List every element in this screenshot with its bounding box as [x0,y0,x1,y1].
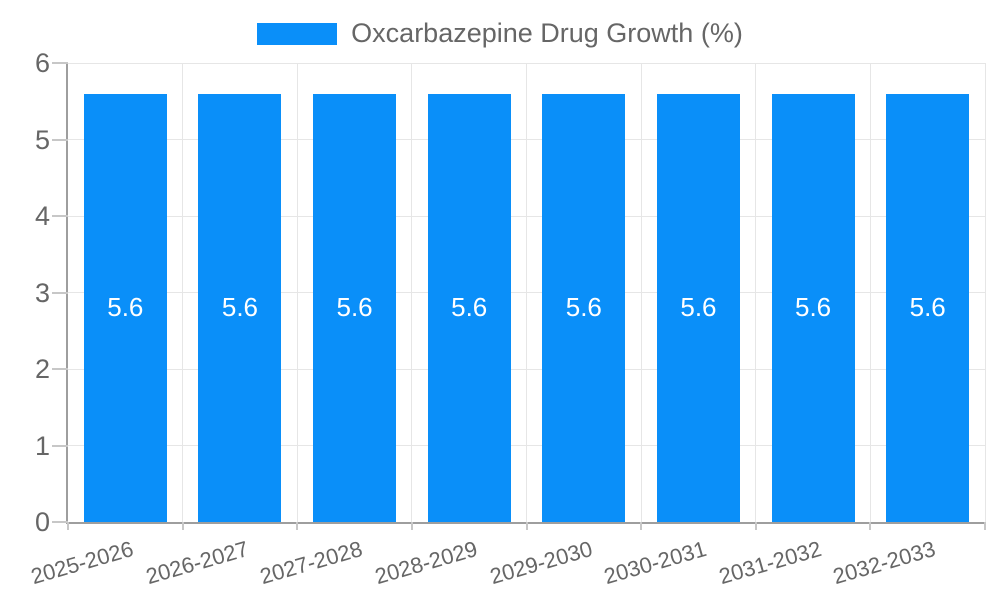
bar-value-label: 5.6 [336,292,373,323]
x-axis-tick [869,522,872,530]
bar[interactable]: 5.6 [83,93,167,522]
y-axis-tick [52,138,68,141]
x-axis-tick [640,522,643,530]
gridline-vertical [411,63,413,522]
y-axis-tick [52,521,68,523]
bar[interactable]: 5.6 [656,93,740,522]
bar[interactable]: 5.6 [886,93,970,522]
gridline-vertical [526,63,527,522]
x-axis-tick-label: 2028-2029 [372,536,481,590]
bar-value-label: 5.6 [451,292,488,323]
x-axis-tick-label: 2030-2031 [601,536,710,590]
y-axis-tick-label: 4 [34,201,50,231]
x-axis-tick-label: 2025-2026 [28,536,137,590]
bar-value-label: 5.6 [680,292,717,323]
y-axis-tick [52,368,68,370]
x-axis-tick-label: 2029-2030 [486,536,595,590]
y-axis-tick-label: 0 [34,507,50,537]
bar[interactable]: 5.6 [313,93,397,522]
x-axis-tick [181,522,184,530]
x-axis-tick [296,522,299,530]
bar[interactable]: 5.6 [198,93,282,522]
gridline-vertical [640,63,642,522]
bar-value-label: 5.6 [107,292,144,323]
x-axis-tick [67,522,69,530]
bar-value-label: 5.6 [565,292,602,323]
gridline-vertical [869,63,871,522]
legend-label: Oxcarbazepine Drug Growth (%) [351,18,743,48]
y-axis-tick-label: 6 [34,48,50,78]
legend-swatch [257,22,338,45]
x-axis-tick [525,522,528,530]
y-axis-tick-label: 2 [34,354,50,384]
y-axis-tick [52,444,68,447]
y-axis-tick [52,291,68,294]
x-axis-tick-label: 2027-2028 [257,536,366,590]
x-axis-tick [754,522,757,530]
y-axis-tick-label: 1 [34,430,50,461]
gridline-vertical [182,63,184,522]
bar[interactable]: 5.6 [542,93,626,522]
gridline-vertical [984,63,986,522]
bar-value-label: 5.6 [221,292,259,323]
legend[interactable]: Oxcarbazepine Drug Growth (%) [0,18,1000,49]
x-axis-tick-label: 2026-2027 [142,536,251,590]
y-axis-tick-label: 3 [34,277,50,308]
bar[interactable]: 5.6 [427,93,511,522]
y-axis-tick [52,62,68,64]
y-axis-tick-label: 5 [34,124,50,155]
x-axis-tick [410,522,413,530]
bar-value-label: 5.6 [794,292,832,323]
bar[interactable]: 5.6 [771,93,855,522]
y-axis-tick [52,215,68,217]
x-axis-tick-label: 2032-2033 [830,536,939,590]
x-axis-tick [984,522,986,530]
gridline-vertical [296,63,298,522]
x-axis-tick-label: 2031-2032 [715,536,824,590]
bar-value-label: 5.6 [909,292,946,323]
gridline-vertical [755,63,757,522]
plot-area: 5.6 5.6 5.6 5.6 5.6 5.6 5.6 5.6 [68,62,986,522]
